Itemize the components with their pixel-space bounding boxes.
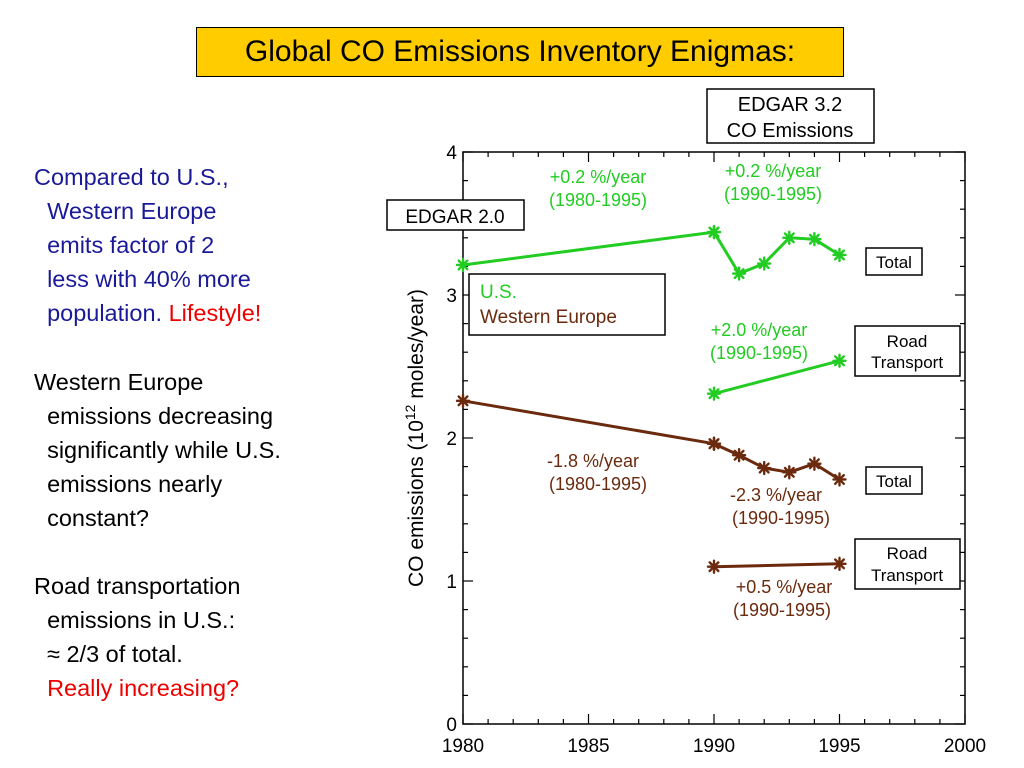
note2-line1: Western Europe (34, 369, 204, 395)
annotation-we-road-rate: +0.5 %/year (736, 577, 833, 597)
x-tick-label: 1985 (567, 736, 609, 757)
annotation-us-total-long-period: (1980-1995) (549, 190, 647, 210)
data-point-us_total (807, 232, 822, 247)
axis-ticks: 1980 1985 1990 1995 2000 0 1 2 3 4 (442, 143, 986, 757)
data-point-us_total (731, 266, 747, 281)
annotation-we-road-period: (1990-1995) (733, 600, 831, 620)
data-point-we_total (706, 436, 722, 451)
annotation-us-total-long-rate: +0.2 %/year (550, 167, 647, 187)
edgar20-label: EDGAR 2.0 (405, 207, 504, 228)
annotation-we-total-long-rate: -1.8 %/year (547, 451, 639, 471)
data-point-we_total (757, 460, 772, 476)
data-point-us_total (455, 257, 471, 273)
annotation-us-road-rate: +2.0 %/year (711, 320, 808, 340)
data-point-we_total (731, 447, 747, 463)
data-point-us_road (706, 386, 722, 401)
edgar20-box (386, 199, 525, 231)
trend-annotations: +0.2 %/year (1980-1995) +0.2 %/year (199… (547, 161, 832, 620)
series-line-we_total (462, 399, 715, 446)
data-point-us_total (832, 247, 847, 263)
y-tick-label: 4 (446, 143, 457, 164)
note1-line2: Western Europe (47, 198, 217, 224)
data-point-we_total (832, 472, 847, 487)
note-decreasing: Western Europe emissions decreasing sign… (34, 365, 281, 535)
note2-line5: constant? (47, 505, 149, 531)
series-line-we_road (713, 562, 840, 569)
annotation-us-road-period: (1990-1995) (710, 343, 808, 363)
note2-line3: significantly while U.S. (47, 437, 281, 463)
data-point-us_road (832, 353, 847, 368)
note3-line4: Really increasing? (47, 675, 240, 701)
edgar32-label-line1: EDGAR 3.2 (738, 94, 842, 116)
note-us-vs-europe: Compared to U.S., Western Europe emits f… (34, 160, 261, 330)
we-total-box (865, 466, 923, 495)
lifestyle-emphasis: Lifestyle! (168, 300, 262, 326)
us-total-box (865, 247, 923, 276)
y-tick-label: 0 (446, 715, 457, 736)
us-road-box (854, 325, 961, 377)
note2-line4: emissions nearly (47, 471, 223, 497)
series-line-us_total (462, 230, 715, 267)
series-layer (455, 224, 847, 574)
we-road-label-line1: Road (887, 544, 928, 563)
data-point-we_road (832, 556, 847, 572)
legend-box (468, 273, 666, 336)
data-point-we_total (807, 456, 822, 471)
note1-line5: population. (47, 300, 169, 326)
note3-line2: emissions in U.S.: (47, 607, 236, 633)
data-point-us_total (757, 256, 772, 271)
we-road-label-line2: Transport (871, 566, 943, 585)
data-point-we_road (706, 559, 722, 574)
we-total-label: Total (876, 472, 912, 491)
edgar32-label-line2: CO Emissions (727, 120, 854, 142)
note1-line4: less with 40% more (47, 266, 251, 292)
data-point-we_total (782, 465, 797, 480)
data-point-us_total (706, 224, 722, 240)
note2-line2: emissions decreasing (47, 403, 274, 429)
us-total-label: Total (876, 253, 912, 272)
note1-line3: emits factor of 2 (47, 232, 215, 258)
annotation-us-total-short-rate: +0.2 %/year (725, 161, 822, 181)
edgar32-box (706, 88, 875, 144)
we-road-box (854, 538, 961, 590)
y-tick-label: 3 (446, 286, 457, 307)
note3-line1: Road transportation (34, 573, 241, 599)
series-line-we_total (713, 442, 841, 481)
us-road-label-line1: Road (887, 332, 928, 351)
series-line-us_road (713, 359, 840, 396)
data-point-we_total (455, 393, 471, 409)
x-tick-label: 2000 (944, 736, 986, 757)
annotation-we-total-long-period: (1980-1995) (549, 474, 647, 494)
note-road-transport: Road transportation emissions in U.S.: ≈… (34, 569, 240, 705)
note1-line1: Compared to U.S., (34, 164, 229, 190)
plot-area: 1980 1985 1990 1995 2000 0 1 2 3 4 (442, 143, 986, 757)
note3-line3: ≈ 2/3 of total. (47, 641, 183, 667)
annotation-we-total-short-rate: -2.3 %/year (730, 485, 822, 505)
annotation-we-total-short-period: (1990-1995) (732, 508, 830, 528)
x-tick-label: 1995 (818, 736, 860, 757)
y-tick-label: 2 (446, 429, 457, 450)
slide-title: Global CO Emissions Inventory Enigmas: (196, 27, 844, 77)
y-axis-label: CO emissions (1012 moles/year) (402, 289, 428, 587)
y-tick-label: 1 (446, 572, 457, 593)
data-point-us_total (782, 230, 797, 246)
us-road-label-line2: Transport (871, 353, 943, 372)
x-tick-label: 1990 (693, 736, 735, 757)
legend-us: U.S. (480, 282, 517, 303)
annotation-us-total-short-period: (1990-1995) (724, 184, 822, 204)
x-tick-label: 1980 (442, 736, 484, 757)
legend-western-europe: Western Europe (480, 307, 617, 328)
